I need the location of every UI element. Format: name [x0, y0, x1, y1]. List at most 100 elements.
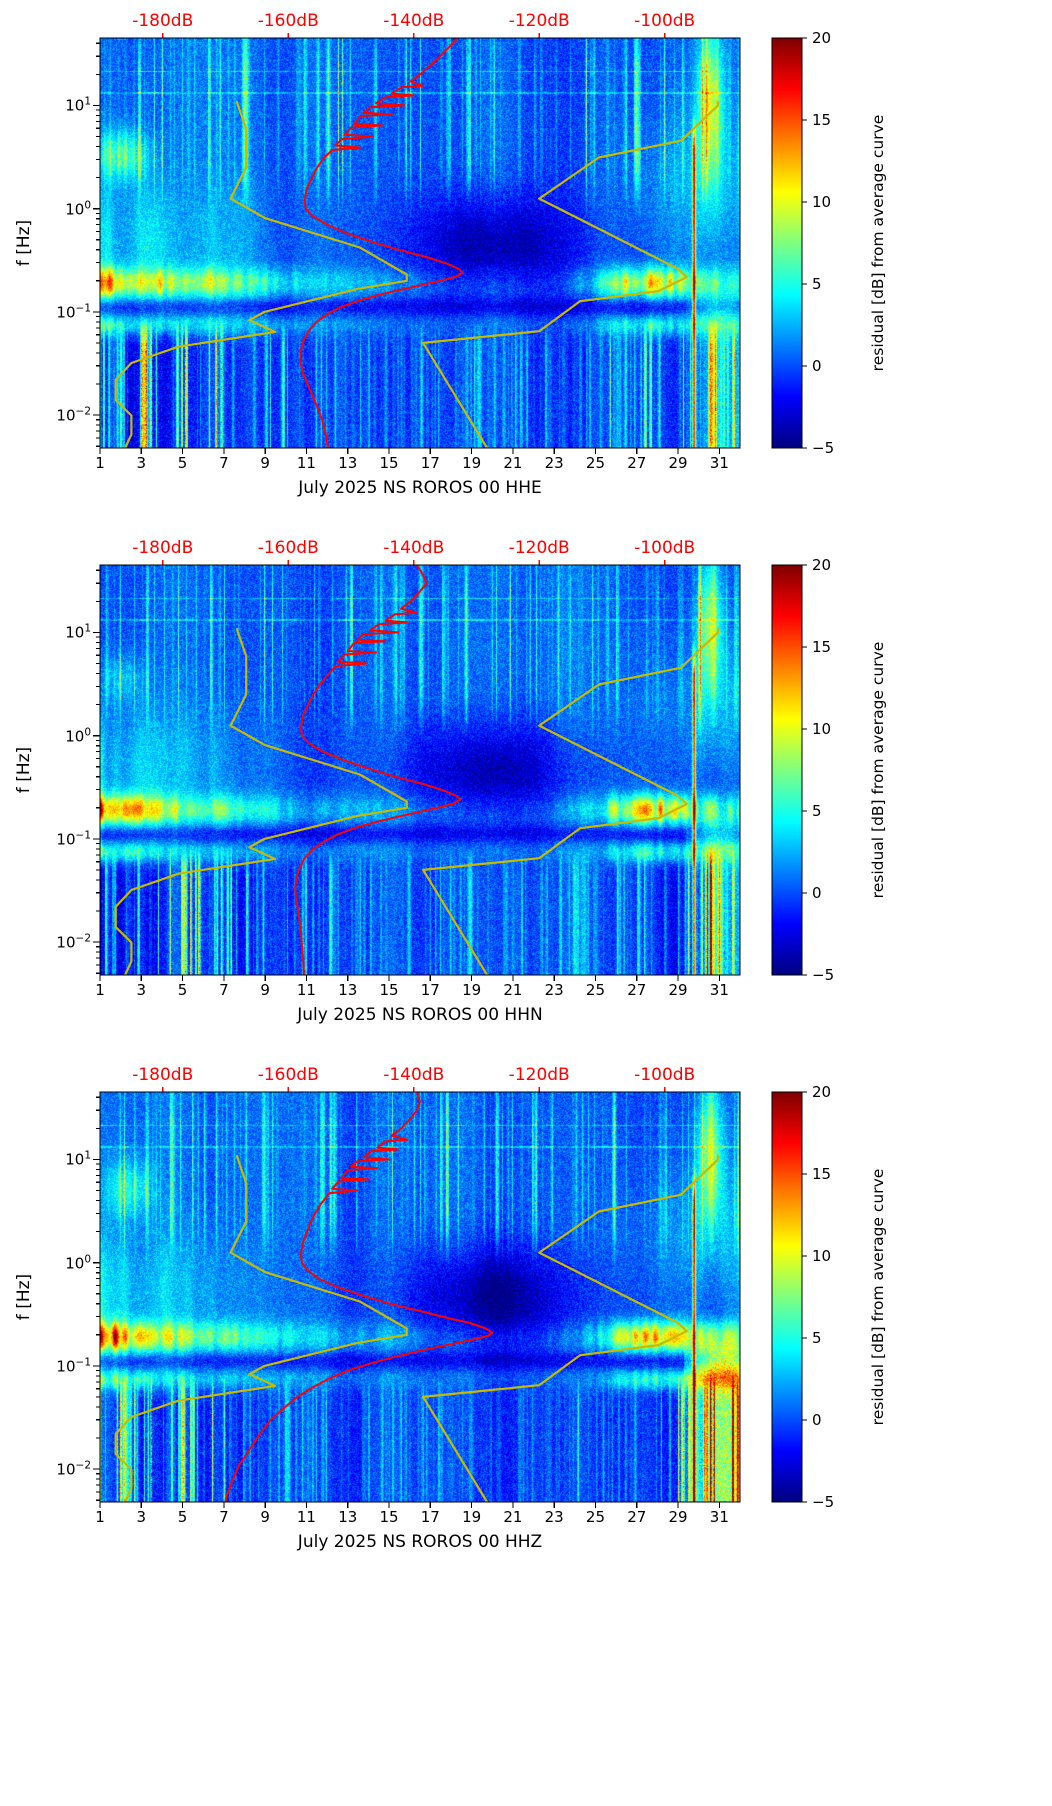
x-tick-label: 13: [338, 981, 358, 999]
x-tick-label: 9: [260, 454, 270, 472]
y-tick-base: 10: [65, 727, 85, 746]
x-tick-label: 7: [219, 454, 229, 472]
y-tick-base: 10: [65, 96, 85, 115]
x-tick-label: 5: [177, 1508, 188, 1526]
top-axis-tick-label: -120dB: [508, 11, 570, 31]
y-axis-label: f [Hz]: [14, 1273, 34, 1321]
y-tick-exponent: −1: [75, 1356, 91, 1369]
y-tick-exponent: −2: [75, 1459, 91, 1472]
spectrogram-heatmap-hhz: [100, 1092, 740, 1502]
x-tick-label: 27: [627, 1508, 647, 1526]
y-tick-exponent: −1: [75, 829, 91, 842]
colorbar-tick-label: 0: [812, 884, 822, 902]
y-tick-exponent: 1: [84, 622, 91, 635]
x-tick-label: 7: [219, 1508, 229, 1526]
x-tick-label: 11: [296, 454, 316, 472]
colorbar-label: residual [dB] from average curve: [869, 641, 887, 899]
y-tick-base: 10: [56, 933, 76, 952]
x-tick-label: 27: [627, 454, 647, 472]
x-tick-label: 9: [260, 981, 270, 999]
top-axis-tick-label: -140dB: [383, 1065, 445, 1085]
x-tick-label: 31: [709, 454, 729, 472]
x-tick-label: 3: [136, 981, 147, 999]
x-axis-label: July 2025 NS ROROS 00 HHN: [297, 1005, 543, 1025]
y-tick-exponent: 0: [84, 1253, 91, 1266]
colorbar-tick-label: 10: [812, 193, 832, 211]
colorbar-tick-label: 20: [812, 556, 832, 574]
x-tick-label: 19: [462, 981, 482, 999]
top-axis-tick-label: -120dB: [508, 538, 570, 558]
y-tick-base: 10: [56, 1460, 76, 1479]
y-tick-label: 101: [0, 1150, 91, 1169]
y-tick-label: 10−1: [0, 1356, 91, 1375]
y-tick-label: 100: [0, 199, 91, 218]
panel-hhz: -180dB -160dB -140dB -120dB -100dB 1 3 5 7 9 11 13 1…: [0, 1054, 1052, 1581]
x-tick-label: 31: [709, 981, 729, 999]
spectrogram-heatmap-hhn: [100, 565, 740, 975]
x-tick-label: 21: [503, 454, 523, 472]
colorbar-tick-label: −5: [812, 966, 835, 984]
x-tick-label: 13: [338, 1508, 358, 1526]
colorbar-tick-label: 5: [812, 275, 822, 293]
y-tick-base: 10: [56, 830, 76, 849]
colorbar-gradient: [772, 38, 802, 448]
colorbar-tick-label: 5: [812, 1329, 822, 1347]
x-tick-label: 17: [420, 1508, 440, 1526]
x-tick-label: 31: [709, 1508, 729, 1526]
colorbar-tick-label: −5: [812, 439, 835, 457]
colorbar-tick-label: 15: [812, 638, 832, 656]
colorbar-tick-label: 5: [812, 802, 822, 820]
y-tick-label: 100: [0, 726, 91, 745]
x-tick-label: 29: [668, 454, 688, 472]
top-axis-tick-label: -160dB: [257, 11, 319, 31]
x-tick-label: 23: [544, 981, 564, 999]
x-tick-label: 1: [95, 981, 105, 999]
top-axis-tick-label: -100dB: [634, 11, 696, 31]
x-tick-label: 19: [462, 1508, 482, 1526]
x-axis-label: July 2025 NS ROROS 00 HHZ: [297, 1532, 543, 1552]
x-tick-label: 21: [503, 981, 523, 999]
colorbar-gradient: [772, 1092, 802, 1502]
y-axis-label: f [Hz]: [14, 746, 34, 794]
x-tick-label: 1: [95, 454, 105, 472]
top-axis-tick-label: -160dB: [257, 538, 319, 558]
top-axis-tick-label: -140dB: [383, 11, 445, 31]
colorbar-tick-label: 20: [812, 29, 832, 47]
y-tick-exponent: 1: [84, 1149, 91, 1162]
x-tick-label: 17: [420, 981, 440, 999]
y-tick-exponent: −2: [75, 932, 91, 945]
spectrogram-heatmap-hhe: [100, 38, 740, 448]
x-tick-label: 23: [544, 1508, 564, 1526]
x-tick-label: 29: [668, 1508, 688, 1526]
x-tick-label: 11: [296, 981, 316, 999]
colorbar-label: residual [dB] from average curve: [869, 114, 887, 372]
top-axis-tick-label: -100dB: [634, 538, 696, 558]
x-tick-label: 5: [177, 981, 188, 999]
top-axis-tick-label: -160dB: [257, 1065, 319, 1085]
colorbar-tick-label: 0: [812, 1411, 822, 1429]
y-tick-exponent: 1: [84, 95, 91, 108]
y-tick-base: 10: [65, 1254, 85, 1273]
panel-hhn: -180dB -160dB -140dB -120dB -100dB 1 3 5 7 9 11 13 1…: [0, 527, 1052, 1054]
colorbar-gradient: [772, 565, 802, 975]
colorbar-tick-label: 15: [812, 111, 832, 129]
x-tick-label: 27: [627, 981, 647, 999]
y-tick-exponent: 0: [84, 726, 91, 739]
x-tick-label: 29: [668, 981, 688, 999]
x-tick-label: 21: [503, 1508, 523, 1526]
x-tick-label: 9: [260, 1508, 270, 1526]
y-tick-base: 10: [65, 623, 85, 642]
y-tick-label: 101: [0, 96, 91, 115]
x-tick-label: 25: [585, 1508, 606, 1526]
top-axis-tick-label: -120dB: [508, 1065, 570, 1085]
x-tick-label: 23: [544, 454, 564, 472]
y-tick-base: 10: [56, 406, 76, 425]
y-tick-base: 10: [56, 303, 76, 322]
x-tick-label: 13: [338, 454, 358, 472]
y-tick-exponent: −1: [75, 302, 91, 315]
y-tick-label: 10−2: [0, 406, 91, 425]
y-tick-label: 10−1: [0, 829, 91, 848]
x-axis-label: July 2025 NS ROROS 00 HHE: [298, 478, 542, 498]
colorbar-tick-label: 10: [812, 1247, 832, 1265]
